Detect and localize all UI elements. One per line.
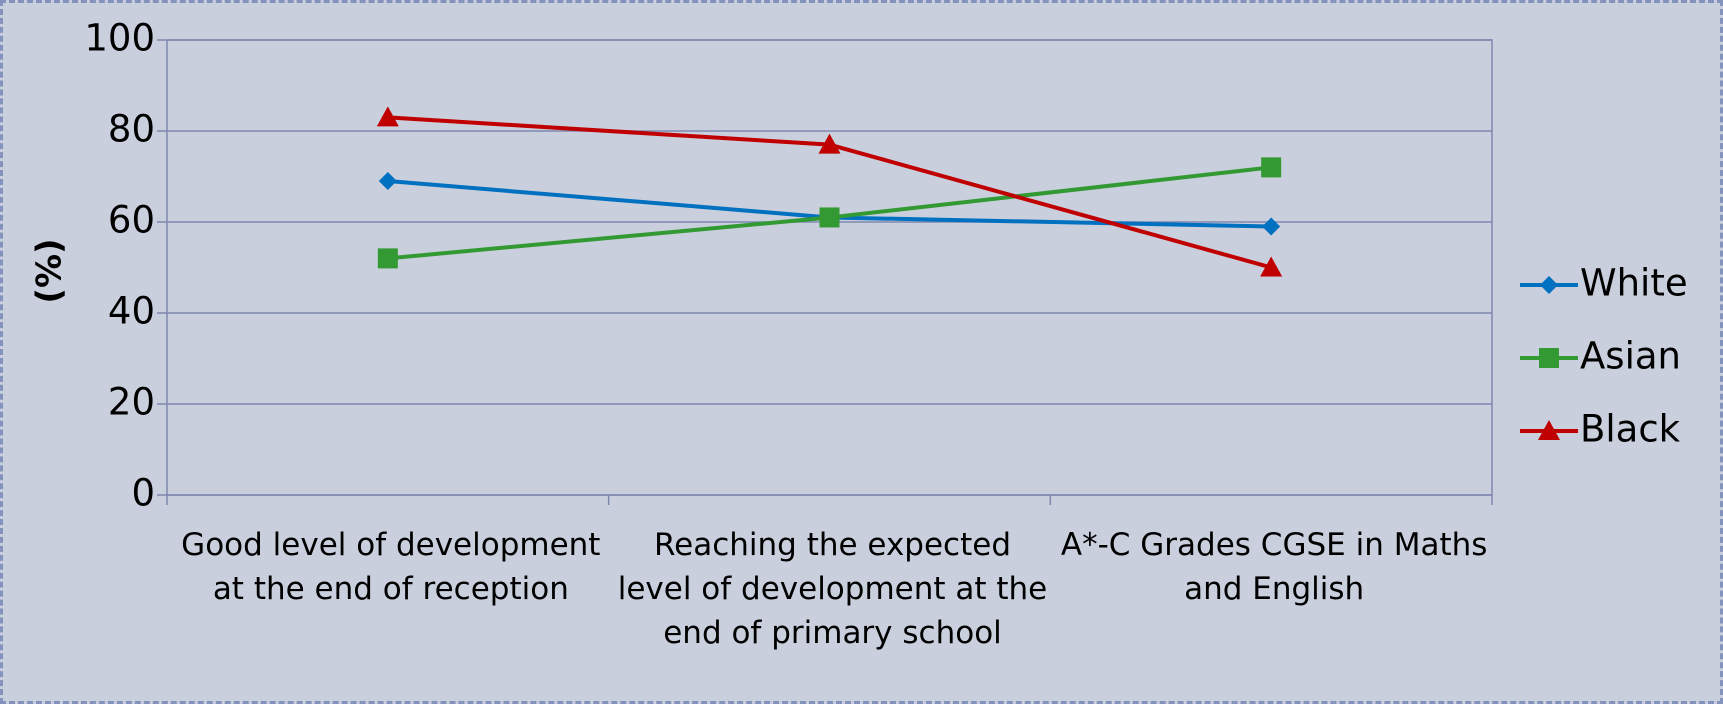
data-point (1260, 256, 1283, 277)
data-point (378, 172, 397, 191)
plot-frame (166, 39, 1493, 496)
y-axis-label: (%) (30, 238, 70, 303)
y-tick-label: 40 (108, 290, 155, 333)
y-tick-label: 0 (131, 472, 155, 515)
legend-label: Black (1580, 408, 1681, 451)
x-tick-label: Good level of development at the end of … (181, 527, 601, 607)
legend-marker (1540, 276, 1558, 294)
x-tick-label: Reaching the expected level of developme… (617, 527, 1048, 651)
x-tick-label: A*-C Grades CGSE in Maths and English (1060, 527, 1488, 607)
data-point (376, 106, 399, 127)
legend-marker (1539, 348, 1559, 368)
legend-marker (1538, 420, 1560, 440)
legend-label: White (1580, 262, 1688, 305)
y-tick-label: 20 (108, 381, 155, 424)
y-tick-label: 60 (108, 199, 155, 242)
data-point (1261, 157, 1282, 178)
data-point (1262, 217, 1281, 236)
legend-label: Asian (1580, 335, 1681, 378)
y-tick-label: 80 (108, 108, 155, 151)
data-point (818, 133, 841, 154)
chart: (%) 0 20 40 60 80 100 White Asian Black (30, 17, 1688, 515)
data-point (819, 207, 840, 228)
data-point (377, 248, 398, 269)
y-tick-label: 100 (84, 17, 155, 60)
